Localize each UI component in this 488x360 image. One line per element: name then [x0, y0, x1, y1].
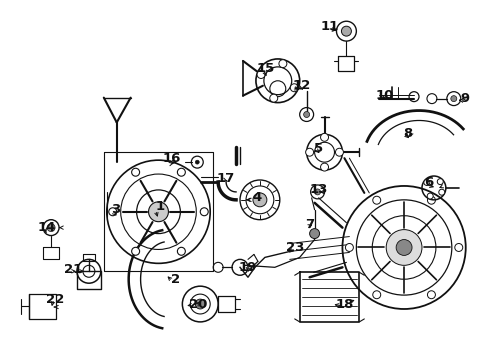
- Circle shape: [195, 160, 199, 164]
- Text: 3: 3: [111, 203, 120, 216]
- Text: 6: 6: [424, 176, 433, 189]
- Circle shape: [427, 193, 432, 199]
- Text: 10: 10: [375, 89, 394, 102]
- Circle shape: [47, 224, 55, 231]
- Text: 15: 15: [256, 62, 274, 75]
- Circle shape: [269, 94, 277, 102]
- Text: 7: 7: [305, 218, 314, 231]
- Circle shape: [341, 26, 351, 36]
- Circle shape: [177, 247, 185, 255]
- Text: 23: 23: [285, 241, 303, 254]
- Circle shape: [309, 229, 319, 239]
- Text: 14: 14: [38, 221, 56, 234]
- Circle shape: [131, 247, 139, 255]
- Circle shape: [450, 96, 456, 102]
- Circle shape: [335, 148, 343, 156]
- Text: 20: 20: [189, 297, 207, 311]
- Circle shape: [314, 189, 320, 195]
- Text: 2: 2: [170, 273, 180, 286]
- Circle shape: [320, 133, 328, 141]
- Text: 12: 12: [292, 79, 310, 92]
- Circle shape: [454, 243, 462, 251]
- Circle shape: [386, 230, 421, 265]
- Text: 17: 17: [217, 171, 235, 185]
- Text: 18: 18: [335, 297, 353, 311]
- Circle shape: [131, 168, 139, 176]
- Circle shape: [148, 202, 168, 222]
- Circle shape: [195, 299, 205, 309]
- Circle shape: [395, 239, 411, 255]
- Text: 9: 9: [459, 92, 468, 105]
- Text: 4: 4: [252, 192, 261, 204]
- Circle shape: [305, 148, 313, 156]
- Circle shape: [423, 180, 429, 185]
- Circle shape: [438, 189, 444, 195]
- Circle shape: [257, 71, 264, 78]
- Text: 1: 1: [156, 200, 165, 213]
- Circle shape: [177, 168, 185, 176]
- Circle shape: [436, 179, 442, 185]
- Circle shape: [372, 291, 380, 299]
- Text: 16: 16: [162, 152, 180, 165]
- Circle shape: [320, 163, 328, 171]
- Circle shape: [108, 208, 117, 216]
- Text: 22: 22: [46, 293, 64, 306]
- Circle shape: [372, 196, 380, 204]
- Text: 11: 11: [320, 20, 338, 33]
- Text: 5: 5: [313, 142, 323, 155]
- Text: 8: 8: [403, 127, 412, 140]
- Circle shape: [427, 291, 434, 299]
- Circle shape: [252, 193, 266, 207]
- Circle shape: [303, 112, 309, 117]
- Text: 21: 21: [64, 263, 82, 276]
- Circle shape: [290, 84, 298, 92]
- Text: 13: 13: [309, 184, 327, 197]
- Circle shape: [200, 208, 208, 216]
- Circle shape: [278, 60, 286, 68]
- Circle shape: [345, 243, 353, 251]
- Text: 19: 19: [238, 261, 257, 274]
- Circle shape: [427, 196, 434, 204]
